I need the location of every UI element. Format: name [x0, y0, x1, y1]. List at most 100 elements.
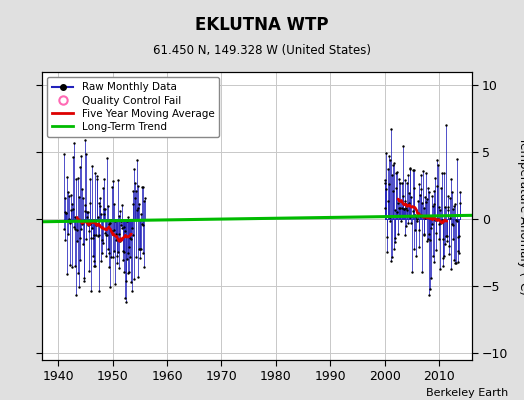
Point	[130, 276, 138, 282]
Point	[137, 221, 146, 227]
Point	[129, 188, 138, 194]
Point	[103, 155, 112, 161]
Point	[66, 219, 74, 226]
Point	[403, 220, 412, 226]
Point	[424, 231, 433, 238]
Point	[432, 183, 441, 190]
Point	[436, 185, 445, 191]
Point	[453, 156, 461, 162]
Point	[63, 188, 72, 195]
Text: Berkeley Earth: Berkeley Earth	[426, 388, 508, 398]
Point	[387, 126, 396, 132]
Point	[105, 220, 114, 227]
Point	[95, 288, 104, 294]
Point	[108, 178, 117, 184]
Point	[110, 227, 118, 234]
Point	[65, 193, 73, 200]
Point	[450, 257, 458, 263]
Point	[116, 208, 125, 214]
Point	[435, 204, 443, 211]
Point	[132, 187, 140, 194]
Point	[118, 225, 126, 232]
Point	[139, 184, 148, 190]
Point	[391, 235, 399, 242]
Point	[418, 269, 426, 275]
Point	[136, 246, 145, 252]
Point	[456, 189, 464, 195]
Point	[117, 218, 125, 224]
Point	[386, 157, 394, 164]
Point	[129, 201, 137, 208]
Point	[454, 234, 463, 241]
Point	[447, 176, 455, 182]
Point	[421, 215, 430, 222]
Point	[449, 222, 457, 228]
Point	[62, 210, 71, 216]
Point	[63, 174, 71, 180]
Point	[74, 270, 82, 276]
Point	[115, 213, 123, 219]
Point	[445, 194, 454, 201]
Point	[69, 206, 78, 212]
Point	[392, 169, 401, 175]
Point	[403, 207, 411, 213]
Point	[86, 221, 94, 227]
Point	[448, 221, 456, 228]
Point	[424, 236, 432, 242]
Point	[385, 214, 394, 220]
Point	[404, 172, 412, 178]
Point	[60, 150, 68, 157]
Point	[420, 205, 428, 211]
Point	[431, 217, 439, 224]
Point	[130, 195, 139, 202]
Point	[423, 185, 432, 191]
Point	[408, 269, 417, 276]
Point	[429, 259, 438, 266]
Point	[412, 214, 420, 220]
Point	[389, 187, 397, 194]
Point	[64, 231, 72, 238]
Point	[127, 225, 136, 232]
Point	[97, 258, 105, 264]
Point	[384, 198, 392, 204]
Y-axis label: Temperature Anomaly (°C): Temperature Anomaly (°C)	[517, 137, 524, 295]
Point	[138, 250, 147, 257]
Point	[410, 246, 418, 252]
Point	[60, 208, 69, 215]
Point	[422, 170, 430, 176]
Point	[138, 184, 146, 191]
Point	[429, 202, 437, 209]
Point	[383, 249, 391, 255]
Point	[399, 206, 408, 212]
Point	[90, 258, 98, 264]
Point	[444, 206, 453, 213]
Point	[402, 180, 411, 186]
Point	[70, 214, 79, 220]
Point	[93, 176, 101, 182]
Point	[409, 208, 417, 214]
Point	[423, 195, 431, 202]
Point	[402, 204, 410, 211]
Point	[135, 201, 144, 208]
Point	[73, 238, 81, 244]
Point	[76, 257, 84, 263]
Point	[82, 151, 91, 157]
Point	[130, 166, 138, 172]
Point	[84, 222, 92, 228]
Point	[113, 252, 121, 259]
Point	[121, 295, 129, 301]
Point	[99, 240, 107, 246]
Point	[99, 184, 107, 191]
Point	[425, 236, 434, 243]
Point	[132, 254, 140, 260]
Point	[429, 253, 437, 259]
Point	[90, 232, 99, 238]
Point	[140, 264, 148, 270]
Point	[73, 227, 81, 233]
Point	[440, 170, 449, 176]
Point	[87, 288, 95, 294]
Point	[120, 268, 128, 275]
Point	[96, 211, 105, 218]
Point	[398, 180, 407, 186]
Point	[435, 220, 444, 227]
